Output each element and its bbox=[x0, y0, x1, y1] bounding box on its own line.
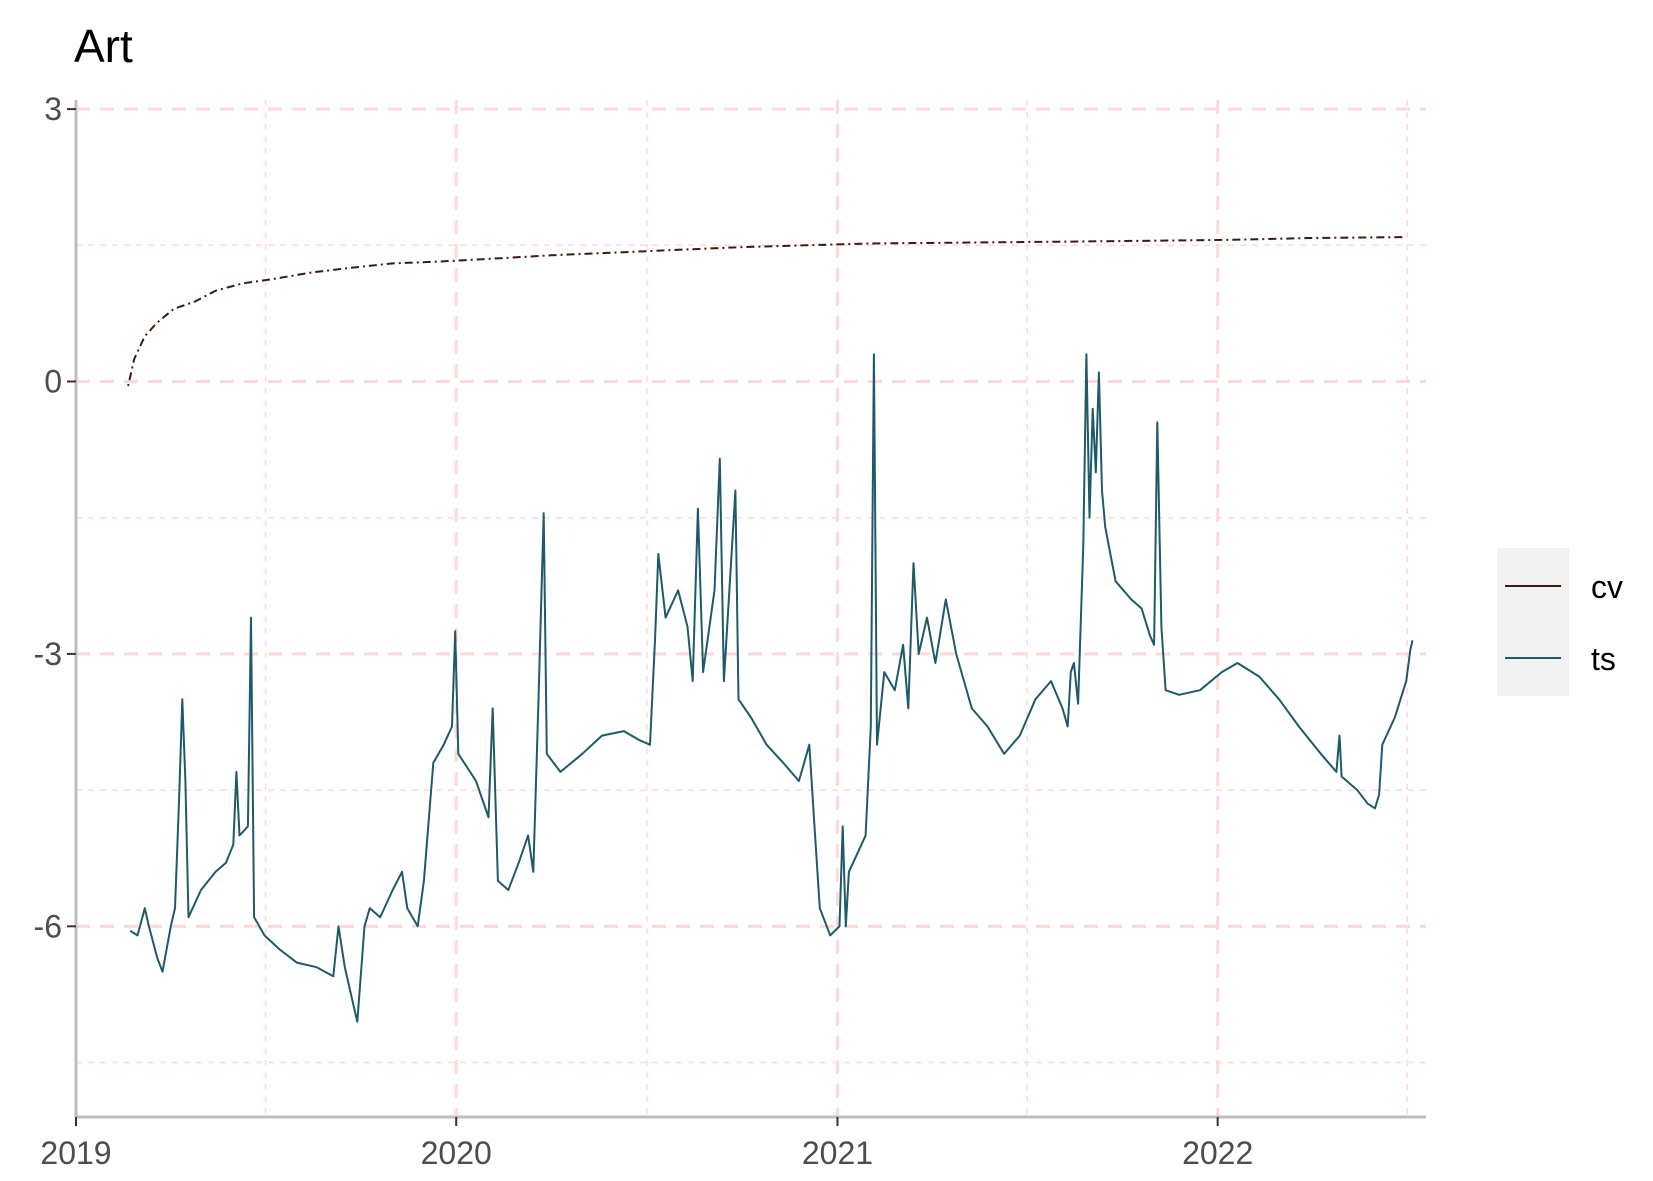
y-tick-label: 3 bbox=[44, 91, 62, 127]
grid-lines bbox=[74, 100, 1426, 1117]
series-line-ts bbox=[129, 353, 1414, 1023]
x-tick-label: 2022 bbox=[1182, 1135, 1253, 1171]
x-tick-label: 2021 bbox=[802, 1135, 873, 1171]
legend-key-background bbox=[1497, 548, 1569, 696]
series-lines bbox=[127, 236, 1414, 1023]
legend-label-cv: cv bbox=[1591, 569, 1623, 605]
y-tick-label: 0 bbox=[44, 363, 62, 399]
series-line-cv bbox=[127, 236, 1407, 387]
chart-title: Art bbox=[74, 20, 133, 72]
y-tick-label: -6 bbox=[34, 908, 62, 944]
legend: cv ts bbox=[1497, 548, 1623, 696]
x-tick-label: 2019 bbox=[40, 1135, 111, 1171]
y-tick-label: -3 bbox=[34, 636, 62, 672]
legend-label-ts: ts bbox=[1591, 641, 1616, 677]
x-tick-label: 2020 bbox=[421, 1135, 492, 1171]
axes: 3 0 -3 -6 2019 2020 2021 2022 bbox=[34, 91, 1426, 1171]
